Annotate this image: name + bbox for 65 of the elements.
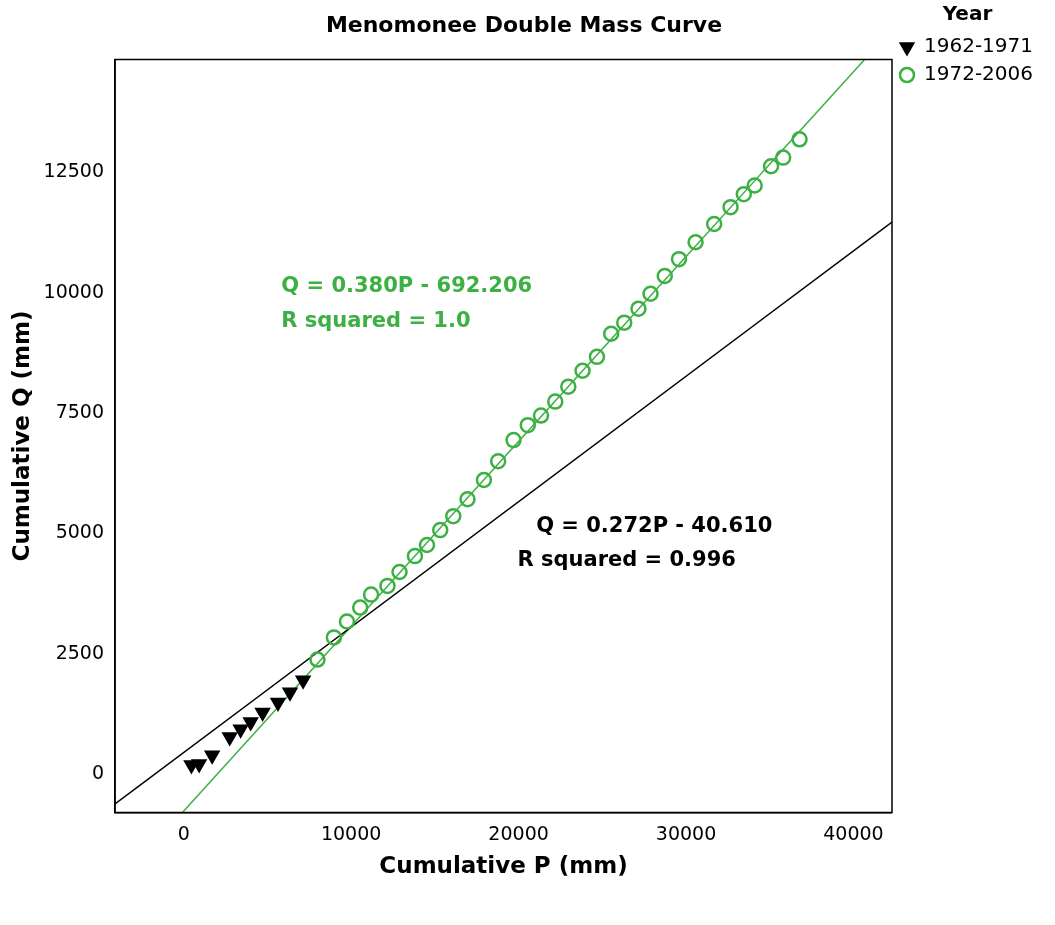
point [588,348,606,366]
point [362,586,380,603]
y-tick-label: 12500 [43,159,105,182]
y-axis-title: Cumulative Q (mm) [7,310,34,562]
point [735,185,753,203]
y-tick-label: 7500 [55,400,105,423]
point [705,215,723,233]
x-tick-label: 0 [177,821,190,844]
point [379,577,396,595]
point [762,157,780,175]
point [295,675,311,689]
annotation: R squared = 1.0 [281,307,471,332]
point [255,707,270,721]
y-tick-label: 2500 [55,640,105,663]
point [505,431,522,449]
point [615,314,633,331]
point [547,393,564,410]
point [270,697,286,711]
point [222,732,238,746]
point [602,325,620,342]
point [687,234,704,251]
point [309,651,326,668]
point [325,629,343,646]
point [574,362,591,380]
point [338,613,356,630]
point [351,599,369,616]
point [459,491,476,508]
point [191,759,207,773]
point [391,563,408,581]
point [746,177,763,194]
x-tick-label: 10000 [320,821,382,844]
point [532,407,550,424]
point [282,687,298,701]
x-tick-label: 20000 [488,821,549,844]
x-tick-label: 30000 [655,821,717,844]
point [630,300,647,317]
chart-title: Menomonee Double Mass Curve [325,11,723,37]
point [656,267,674,285]
annotation: R squared = 0.996 [517,547,736,572]
point [204,750,220,764]
legend-label: 1962-1971 [923,33,1033,58]
point [642,285,659,303]
point [243,717,258,731]
x-tick-label: 40000 [823,821,884,844]
point [431,521,449,539]
point [418,536,436,554]
point [774,149,792,166]
point [722,198,739,216]
legend-label: 1972-2006 [923,61,1033,86]
point [519,416,537,434]
point [670,250,688,268]
x-axis-title: Cumulative P (mm) [379,852,628,879]
point [791,131,808,148]
annotation: Q = 0.272P - 40.610 [536,512,773,537]
point [445,507,462,525]
point [406,547,424,565]
y-tick-label: 10000 [43,279,105,302]
y-tick-label: 0 [91,761,105,784]
point [489,453,507,470]
point [233,724,248,738]
point [475,471,493,489]
y-tick-label: 5000 [55,520,105,543]
point [560,378,577,395]
annotation: Q = 0.380P - 692.206 [281,273,533,298]
legend-title: Year [941,1,993,26]
